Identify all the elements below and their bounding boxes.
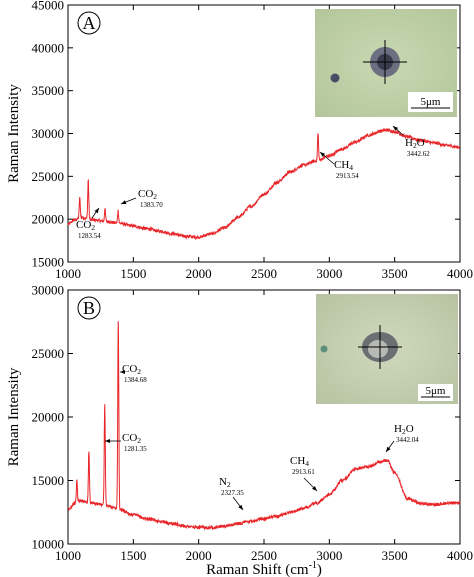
y-axis-label: Raman Intensity <box>6 367 22 466</box>
chart-panel-a: 1000 1500 2000 2500 3000 3500 4000 15000 20000 25… <box>6 0 473 281</box>
spectrum-line <box>67 321 461 531</box>
x-tick-label: 3500 <box>382 548 408 563</box>
x-tick-label: 1500 <box>120 266 146 281</box>
annotation-label: CO2 <box>122 363 141 376</box>
y-tick-label: 15000 <box>32 473 65 488</box>
inclusion-bubble <box>368 340 388 358</box>
annotation-arrowhead <box>94 208 99 214</box>
inclusion-dot <box>320 345 328 353</box>
annotation-value: 1384.68 <box>124 376 147 384</box>
y-tick-label: 25000 <box>32 346 65 361</box>
annotation-label: CO2 <box>76 219 95 232</box>
x-tick-label: 4000 <box>447 548 473 563</box>
annotation-value: 2327.35 <box>221 489 244 497</box>
y-tick-label: 25000 <box>32 169 65 184</box>
annotation-label: N2 <box>219 476 231 489</box>
y-tick-label: 15000 <box>32 255 65 270</box>
annotation-arrowhead <box>238 504 243 510</box>
x-tick-label: 2000 <box>186 266 212 281</box>
panel-letter-circle <box>77 296 101 320</box>
annotation-arrowhead <box>393 126 399 131</box>
x-axis-label: Raman Shift (cm-1) <box>206 560 322 577</box>
panel-letter: A <box>83 13 96 33</box>
y-tick-label: 20000 <box>32 410 65 425</box>
x-tick-label: 1000 <box>55 266 81 281</box>
y-tick-label: 40000 <box>32 40 65 55</box>
x-tick-label: 1500 <box>120 548 146 563</box>
y-tick-label: 45000 <box>32 0 65 13</box>
x-tick-label: 3500 <box>382 266 408 281</box>
panel-letter: B <box>83 298 95 318</box>
scale-bar-box <box>408 92 453 112</box>
x-tick-label: 2000 <box>186 548 212 563</box>
annotation-value: 2913.54 <box>336 172 359 180</box>
y-axis-label: Raman Intensity <box>6 84 22 183</box>
annotation-label: CO2 <box>138 188 157 201</box>
chart-panel-b: 1000 1500 2000 2500 3000 3500 4000 10000 15000 20… <box>6 283 473 577</box>
y-tick-label: 10000 <box>32 537 65 552</box>
annotation-value: 1383.70 <box>140 201 163 209</box>
annotation-value: 1281.35 <box>124 445 147 453</box>
annotation-arrowhead <box>105 439 110 443</box>
x-tick-label: 2500 <box>251 548 277 563</box>
y-tick-label: 20000 <box>32 212 65 227</box>
annotation-label: H2O <box>394 423 414 436</box>
scale-bar-label: 5μm <box>421 96 441 108</box>
x-tick-label: 3000 <box>316 548 342 563</box>
annotation-value: 3442.04 <box>396 436 419 444</box>
y-tick-label: 30000 <box>32 283 65 298</box>
annotation-arrowhead <box>120 370 125 374</box>
annotation-arrowhead <box>320 152 326 157</box>
annotation-arrowhead <box>121 200 127 204</box>
y-tick-label: 35000 <box>32 83 65 98</box>
spectrum-line <box>67 127 461 241</box>
x-tick-label: 3000 <box>316 266 342 281</box>
inset-micrograph: 5μm <box>315 9 457 117</box>
scale-bar-label: 5μm <box>426 385 446 397</box>
x-tick-label: 2500 <box>251 266 277 281</box>
annotation-label: CH4 <box>290 455 309 468</box>
annotation-value: 1283.54 <box>78 232 101 240</box>
x-tick-label: 1000 <box>55 548 81 563</box>
annotation-value: 3442.62 <box>407 150 430 158</box>
panel-letter-circle <box>77 11 101 35</box>
annotation-label: CH4 <box>334 159 353 172</box>
annotation-label: CO2 <box>122 432 141 445</box>
x-tick-label: 4000 <box>447 266 473 281</box>
annotation-label: H2O <box>405 137 425 150</box>
y-tick-label: 30000 <box>32 126 65 141</box>
inclusion-dot <box>330 73 340 83</box>
inset-micrograph: 5μm <box>316 294 458 404</box>
annotation-arrowhead <box>386 446 391 452</box>
annotation-value: 2913.61 <box>292 468 315 476</box>
annotation-arrowhead <box>312 486 317 491</box>
